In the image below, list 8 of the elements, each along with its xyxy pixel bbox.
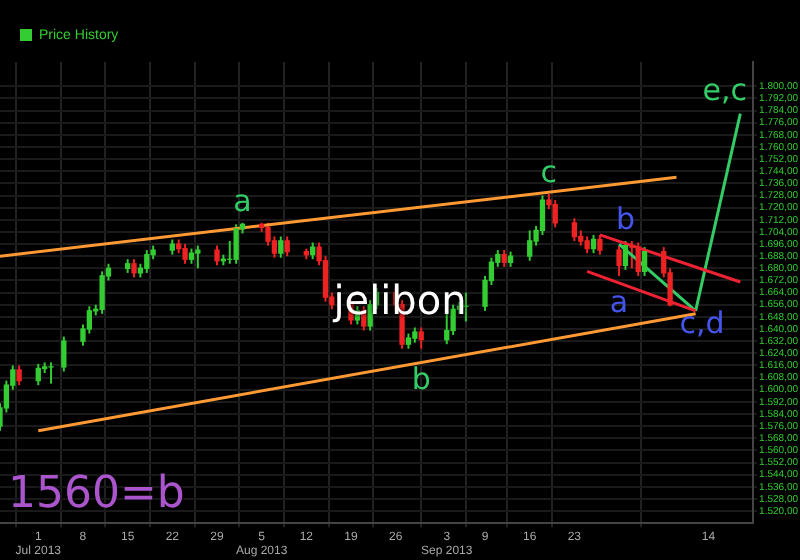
annotation: a: [609, 283, 629, 320]
annotation: a: [233, 182, 252, 219]
annotation: e,c: [702, 72, 748, 109]
annotation: c: [540, 153, 558, 190]
annotation: b: [615, 200, 635, 237]
annotation: b: [411, 360, 431, 397]
annotation: c,d: [679, 304, 725, 341]
annotation: 1560=b: [8, 469, 185, 520]
